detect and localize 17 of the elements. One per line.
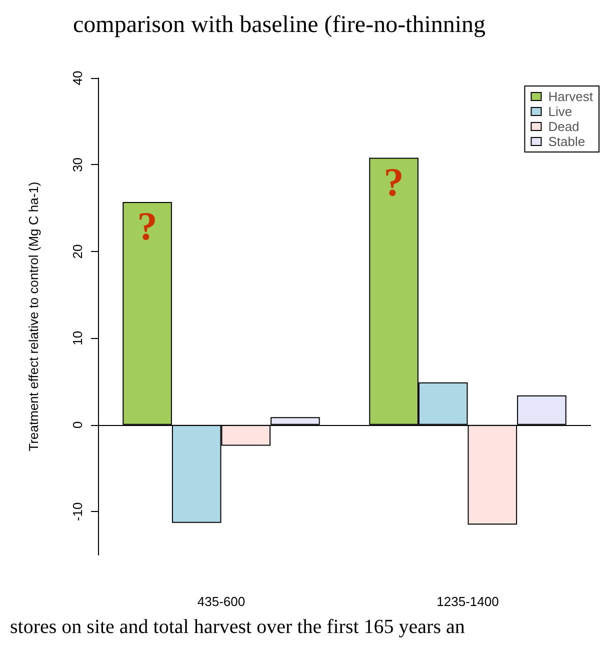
y-tick-label: 0 (70, 421, 85, 429)
legend-label: Dead (548, 119, 580, 134)
annotation: ? (137, 204, 158, 249)
y-axis-title: Treatment effect relative to control (Mg C ha-1) (26, 182, 41, 452)
legend-label: Live (548, 104, 572, 119)
legend-label: Stable (548, 134, 586, 149)
text: stores on site and total harvest over the first 165 years an (10, 616, 465, 638)
annotation: ? (384, 159, 404, 204)
chart-title: comparison with baseline (fire-no-thinning (73, 12, 486, 38)
y-tick-label: 10 (70, 330, 85, 346)
x-tick-label: 435-600 (197, 594, 246, 609)
y-tick-label: -10 (70, 502, 85, 522)
y-tick-label: 40 (70, 70, 85, 86)
x-tick-label: 1235-1400 (436, 594, 499, 609)
y-tick-label: 30 (70, 157, 85, 172)
y-tick-label: 20 (70, 244, 85, 259)
legend-label: Harvest (548, 89, 594, 104)
